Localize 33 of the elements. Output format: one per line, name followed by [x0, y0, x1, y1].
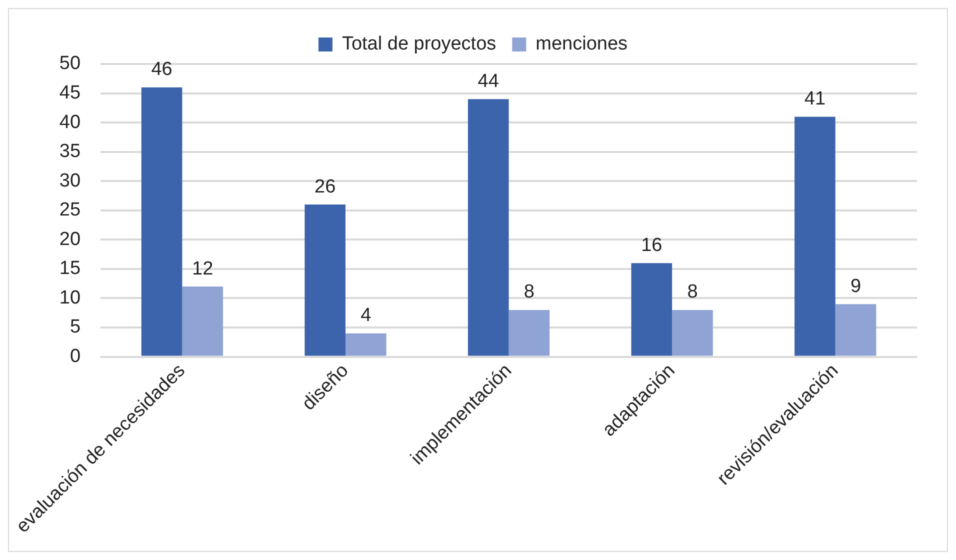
- bar: [672, 310, 713, 356]
- legend-label: Total de proyectos: [342, 34, 496, 55]
- bar: [835, 304, 876, 356]
- y-tick-label: 15: [59, 258, 81, 280]
- data-label: 16: [641, 234, 662, 256]
- bar: [794, 116, 836, 356]
- data-label: 26: [314, 176, 336, 198]
- data-label: 46: [151, 59, 172, 80]
- y-tick-label: 35: [59, 141, 81, 162]
- data-label: 4: [360, 305, 372, 326]
- data-label: 8: [687, 282, 698, 303]
- bar: [468, 99, 509, 356]
- y-tick-label: 45: [59, 82, 81, 104]
- bar: [304, 204, 346, 356]
- data-label: 41: [804, 88, 826, 110]
- y-tick-label: 20: [59, 228, 81, 250]
- y-tick-label: 10: [59, 287, 81, 308]
- y-tick-label: 30: [59, 170, 81, 192]
- y-tick-label: 25: [59, 200, 81, 221]
- y-tick-label: 40: [59, 112, 81, 133]
- bar: [508, 310, 550, 356]
- bar: [141, 87, 182, 356]
- bar: [631, 263, 672, 356]
- y-tick-label: 0: [70, 346, 81, 368]
- y-tick-label: 50: [59, 53, 81, 74]
- y-tick-label: 5: [70, 316, 81, 338]
- data-label: 9: [850, 276, 862, 297]
- legend-label: menciones: [536, 34, 628, 55]
- data-label: 12: [192, 258, 214, 280]
- data-label: 8: [524, 282, 534, 303]
- bar: [182, 286, 224, 356]
- data-label: 44: [478, 70, 500, 92]
- bar: [345, 333, 386, 356]
